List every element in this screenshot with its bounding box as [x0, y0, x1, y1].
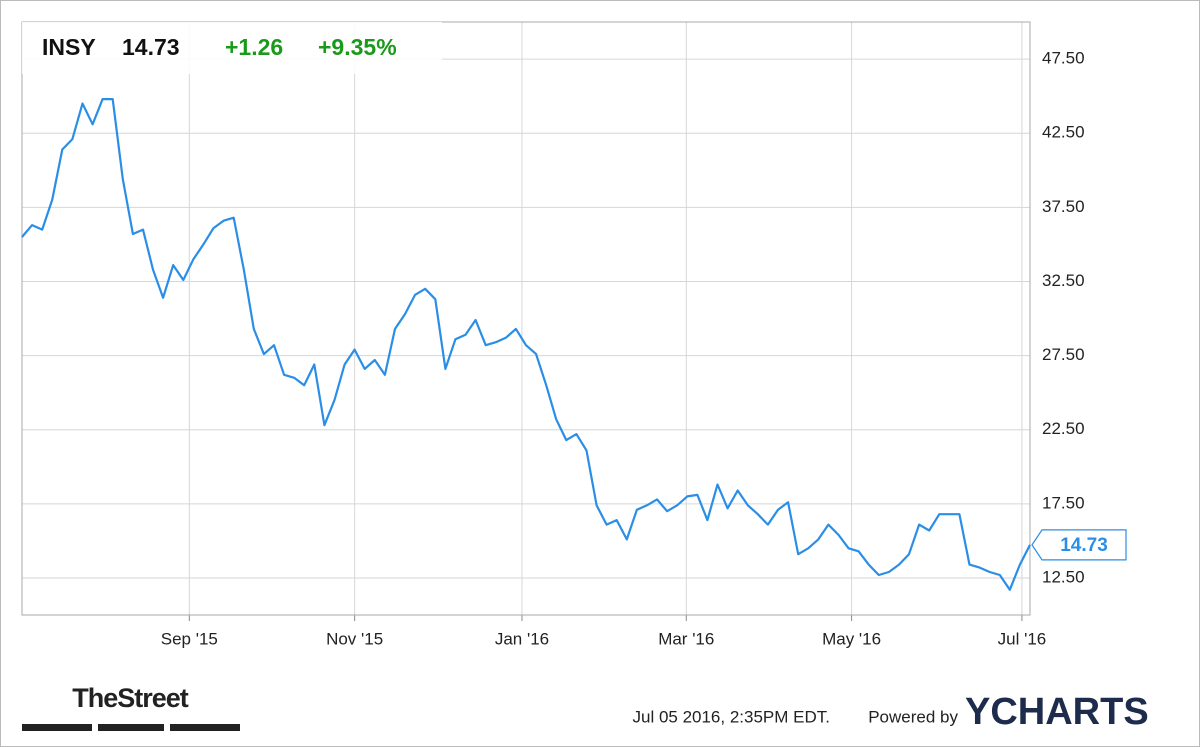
logo-bar [22, 724, 92, 731]
y-tick-label: 32.50 [1042, 271, 1085, 290]
price: 14.73 [122, 34, 180, 60]
brand: YCHARTS [965, 691, 1149, 733]
logo-bar [98, 724, 164, 731]
y-tick-label: 12.50 [1042, 567, 1085, 586]
plot-border [21, 21, 1031, 616]
last-value-label: 14.73 [1060, 535, 1108, 556]
x-tick-label: Mar '16 [658, 629, 714, 648]
y-tick-label: 42.50 [1042, 123, 1085, 142]
x-tick-label: Jul '16 [998, 629, 1047, 648]
timestamp: Jul 05 2016, 2:35PM EDT. [632, 707, 830, 726]
x-tick-label: Nov '15 [326, 629, 383, 648]
y-tick-label: 22.50 [1042, 419, 1085, 438]
x-tick-label: May '16 [822, 629, 881, 648]
y-tick-label: 37.50 [1042, 197, 1085, 216]
change: +1.26 [225, 34, 283, 60]
y-tick-label: 27.50 [1042, 345, 1085, 364]
logo-bar [170, 724, 240, 731]
source-logo: TheStreet [72, 683, 189, 713]
y-tick-label: 47.50 [1042, 49, 1085, 68]
x-tick-label: Jan '16 [495, 629, 549, 648]
ticker: INSY [42, 34, 96, 60]
price-line [21, 98, 1031, 591]
y-tick-label: 17.50 [1042, 493, 1085, 512]
change-percent: +9.35% [318, 34, 397, 60]
callout-box [1031, 529, 1127, 561]
powered-by: Powered by [868, 707, 958, 726]
x-tick-label: Sep '15 [161, 629, 218, 648]
header-box [22, 22, 442, 74]
